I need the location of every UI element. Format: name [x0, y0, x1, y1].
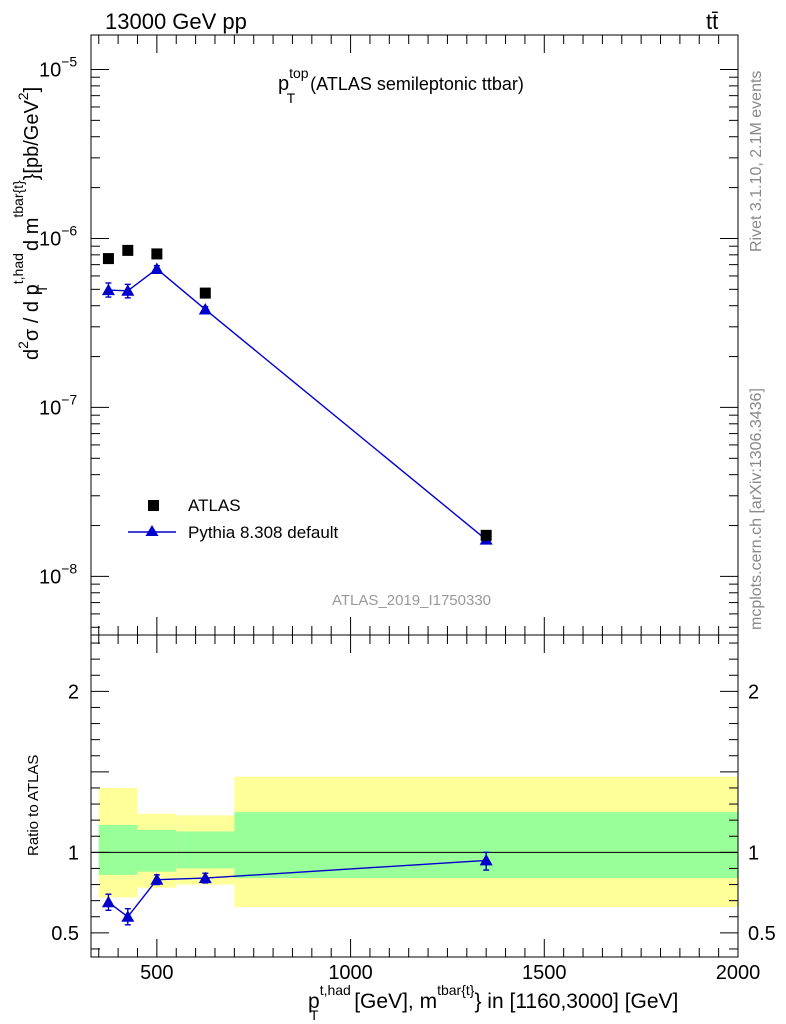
x-tick-label: 2000: [716, 962, 761, 984]
ylabel-units: }[pb/GeV: [21, 100, 43, 181]
ylabel-sup-thad: t,had: [10, 253, 26, 284]
main-y-tick-exp: −8: [61, 560, 77, 576]
main-y-tick-label: 10−7: [39, 391, 77, 419]
mcplots-label: mcplots.cern.ch [arXiv:1306.3436]: [748, 388, 765, 630]
ratio-y-tick-label-left: 1: [68, 842, 79, 864]
ylabel-sub-T: T: [34, 284, 50, 293]
ratio-point: [150, 873, 164, 885]
atlas-point: [199, 287, 211, 299]
ratio-y-tick-label-left: 0.5: [51, 923, 79, 945]
main-y-tick-label: 10−6: [39, 222, 77, 250]
main-y-tick-label: 10−8: [39, 560, 77, 588]
main-y-axis-label: d2σ / d pt,hadT d mtbar{t}}[pb/GeV2]: [10, 87, 50, 360]
pythia-point: [150, 262, 164, 274]
xlabel-rest: } in [1160,3000] [GeV]: [474, 990, 678, 1013]
main-title-sup: top: [289, 65, 309, 81]
ratio-point: [121, 910, 135, 922]
ylabel-close: ]: [21, 87, 43, 93]
ratio-band-inner: [176, 831, 235, 869]
ylabel-sup2: 2: [15, 341, 31, 349]
main-title-p: p: [278, 73, 289, 95]
legend-pythia-marker: [145, 525, 159, 536]
ratio-point: [101, 895, 115, 908]
rivet-label: Rivet 3.1.10, 2.1M events: [748, 71, 765, 252]
main-y-tick-label: 10−5: [39, 53, 77, 81]
pythia-series-line: [108, 268, 487, 541]
legend-atlas-marker: [148, 500, 159, 511]
main-y-tick-base: 10: [39, 566, 61, 588]
x-tick-label: 500: [140, 962, 173, 984]
ylabel-sup-tbar: tbar{t}: [10, 180, 26, 218]
ratio-y-tick-label-right: 1: [748, 842, 759, 864]
x-tick-label: 1000: [328, 962, 373, 984]
analysis-watermark: ATLAS_2019_I1750330: [332, 592, 491, 609]
main-title: ptop T (ATLAS semileptonic ttbar): [278, 65, 524, 106]
main-title-sub: T: [287, 90, 296, 106]
main-y-tick-exp: −5: [61, 53, 77, 69]
pythia-point: [198, 302, 212, 315]
atlas-point: [122, 244, 134, 256]
header-channel-label: tt̄: [706, 9, 718, 34]
header-process-label: 13000 GeV pp: [105, 9, 247, 34]
main-y-tick-base: 10: [39, 228, 61, 250]
ylabel-d2: d: [21, 349, 43, 360]
ylabel-sup-units: 2: [15, 92, 31, 100]
ylabel-dm: d m: [21, 218, 43, 257]
ratio-point: [198, 871, 212, 884]
ratio-y-tick-label-left: 2: [68, 681, 79, 703]
atlas-point: [151, 248, 163, 260]
main-y-tick-base: 10: [39, 59, 61, 81]
ratio-y-tick-label-right: 2: [748, 681, 759, 703]
legend-atlas-label: ATLAS: [188, 496, 241, 515]
main-y-tick-exp: −7: [61, 391, 77, 407]
main-axes: 10−510−610−710−8: [39, 35, 739, 635]
ratio-band-inner: [137, 829, 177, 872]
ratio-band-inner: [98, 824, 138, 875]
main-plot-area: [101, 244, 493, 545]
ratio-plot-area: [91, 776, 739, 926]
x-tick-label: 1500: [522, 962, 567, 984]
pythia-point: [121, 284, 135, 296]
x-axis-label: pt,had T [GeV], mtbar{t}} in [1160,3000] …: [308, 982, 678, 1023]
ratio-y-axis-label: Ratio to ATLAS: [25, 755, 42, 856]
legend-pythia-label: Pythia 8.308 default: [188, 523, 339, 542]
ylabel-sigma: σ / d p: [21, 284, 43, 341]
xlabel-sup-thad: t,had: [320, 982, 351, 998]
atlas-point: [480, 529, 492, 541]
pythia-point: [101, 283, 115, 296]
xlabel-sup-tbar: tbar{t}: [437, 982, 475, 998]
ratio-plot-frame: [90, 634, 739, 958]
main-y-tick-exp: −6: [61, 222, 77, 238]
xlabel-p: p: [308, 990, 320, 1013]
ratio-y-tick-label-right: 0.5: [748, 923, 776, 945]
xlabel-mid: [GeV], m: [348, 990, 437, 1013]
main-plot-frame: [90, 34, 739, 636]
main-y-tick-base: 10: [39, 397, 61, 419]
legend: ATLAS Pythia 8.308 default: [128, 496, 339, 542]
ratio-axes: 500 1000 1500 2000 0.5 0.5 1 1 2 2: [51, 635, 776, 984]
xlabel-sub-T: T: [310, 1007, 319, 1023]
atlas-point: [102, 253, 114, 265]
main-title-rest: (ATLAS semileptonic ttbar): [305, 74, 524, 94]
ratio-point: [479, 853, 493, 866]
